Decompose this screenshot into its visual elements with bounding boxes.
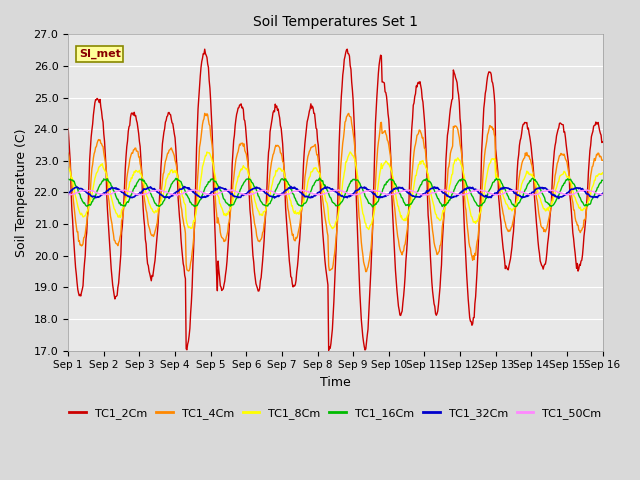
TC1_4Cm [328, 266, 335, 272]
TC1_4Cm [551, 173, 559, 179]
TC1_2Cm [328, 334, 335, 339]
TC1_2Cm [64, 126, 72, 132]
TC1_4Cm [182, 230, 189, 236]
TC1_16Cm [598, 178, 606, 183]
TC1_4Cm [205, 121, 213, 127]
TC1_8Cm [205, 150, 212, 156]
TC1_16Cm [64, 176, 72, 182]
TC1_8Cm [381, 160, 388, 166]
TC1_8Cm [182, 202, 189, 208]
TC1_2Cm [205, 64, 212, 70]
TC1_16Cm [205, 179, 212, 185]
TC1_16Cm [182, 189, 189, 195]
TC1_16Cm [551, 200, 559, 205]
Line: TC1_16Cm: TC1_16Cm [68, 178, 602, 207]
Text: SI_met: SI_met [79, 48, 121, 59]
TC1_32Cm [64, 190, 72, 196]
X-axis label: Time: Time [320, 376, 351, 389]
TC1_32Cm [555, 196, 563, 202]
TC1_16Cm [328, 197, 335, 203]
TC1_16Cm [369, 204, 376, 210]
TC1_32Cm [550, 193, 558, 199]
Line: TC1_32Cm: TC1_32Cm [68, 187, 602, 199]
TC1_32Cm [433, 185, 440, 191]
TC1_8Cm [365, 227, 372, 232]
TC1_50Cm [182, 190, 190, 195]
Legend: TC1_2Cm, TC1_4Cm, TC1_8Cm, TC1_16Cm, TC1_32Cm, TC1_50Cm: TC1_2Cm, TC1_4Cm, TC1_8Cm, TC1_16Cm, TC1… [65, 404, 606, 423]
TC1_16Cm [381, 182, 388, 188]
TC1_4Cm [362, 269, 370, 275]
TC1_2Cm [182, 276, 189, 282]
TC1_32Cm [328, 186, 335, 192]
TC1_16Cm [433, 194, 441, 200]
TC1_32Cm [287, 184, 294, 190]
TC1_4Cm [64, 150, 72, 156]
TC1_32Cm [380, 193, 387, 199]
TC1_50Cm [551, 188, 559, 194]
TC1_50Cm [473, 187, 481, 192]
TC1_50Cm [433, 189, 440, 194]
TC1_4Cm [381, 129, 388, 135]
TC1_8Cm [64, 164, 72, 170]
TC1_32Cm [205, 192, 212, 198]
TC1_50Cm [205, 192, 213, 197]
TC1_4Cm [201, 110, 209, 116]
TC1_4Cm [598, 157, 606, 163]
TC1_50Cm [380, 191, 387, 196]
TC1_32Cm [598, 191, 606, 196]
Line: TC1_2Cm: TC1_2Cm [68, 49, 602, 350]
TC1_2Cm [598, 139, 606, 145]
TC1_50Cm [64, 192, 72, 198]
TC1_2Cm [433, 311, 441, 316]
Line: TC1_8Cm: TC1_8Cm [68, 152, 602, 229]
Line: TC1_4Cm: TC1_4Cm [68, 113, 602, 272]
TC1_8Cm [327, 223, 335, 229]
Line: TC1_50Cm: TC1_50Cm [68, 190, 602, 196]
Y-axis label: Soil Temperature (C): Soil Temperature (C) [15, 128, 28, 257]
TC1_32Cm [182, 185, 189, 191]
Title: Soil Temperatures Set 1: Soil Temperatures Set 1 [253, 15, 418, 29]
TC1_8Cm [433, 215, 441, 221]
TC1_8Cm [346, 149, 354, 155]
TC1_2Cm [325, 348, 333, 353]
TC1_50Cm [598, 192, 606, 197]
TC1_2Cm [381, 80, 388, 86]
TC1_50Cm [328, 189, 335, 194]
TC1_8Cm [551, 191, 559, 196]
TC1_2Cm [551, 143, 559, 149]
TC1_16Cm [316, 175, 324, 181]
TC1_50Cm [173, 193, 181, 199]
TC1_8Cm [598, 170, 606, 176]
TC1_2Cm [344, 46, 351, 52]
TC1_4Cm [433, 252, 441, 257]
